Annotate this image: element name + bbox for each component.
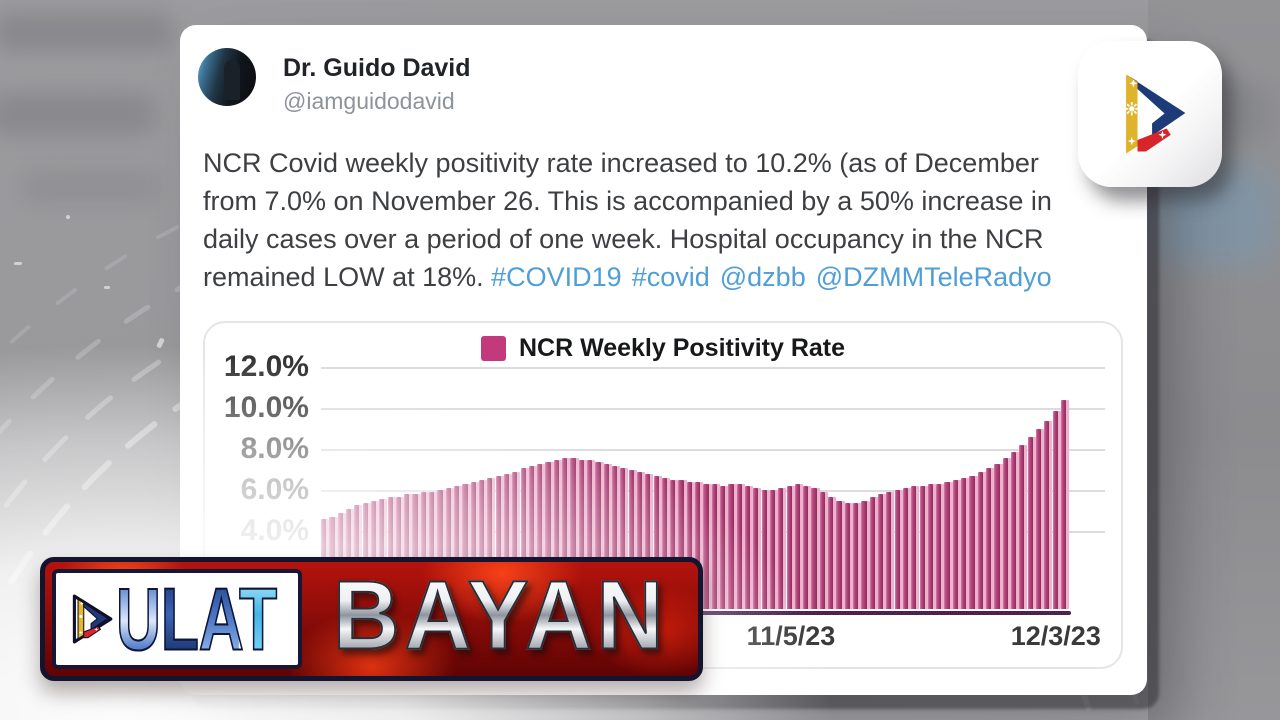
bar bbox=[994, 463, 1000, 609]
bar bbox=[911, 486, 917, 609]
y-tick-label: 8.0% bbox=[240, 432, 309, 465]
bar bbox=[986, 467, 992, 609]
ptv-logo-small bbox=[72, 594, 113, 644]
bar bbox=[828, 496, 834, 609]
bar bbox=[902, 488, 909, 609]
bar bbox=[927, 484, 933, 609]
bar bbox=[711, 484, 717, 609]
show-title-letter: T bbox=[238, 569, 278, 669]
bar bbox=[952, 480, 958, 609]
ulat-bayan-banner: ULAT BAYAN bbox=[40, 557, 703, 681]
bar bbox=[944, 482, 950, 609]
bar bbox=[886, 492, 892, 609]
bar bbox=[861, 500, 867, 609]
ptv-logo-icon bbox=[1125, 74, 1186, 154]
y-tick-label: 10.0% bbox=[223, 391, 309, 424]
tweet-links: #COVID19 #covid @dzbb @DZMMTeleRadyo bbox=[491, 262, 1062, 292]
tweet-link[interactable]: @dzbb bbox=[719, 262, 806, 292]
bar bbox=[728, 484, 734, 609]
tweet-text-line: remained LOW at 18%. #COVID19 #covid @dzbb… bbox=[203, 258, 1147, 296]
tweet-text: NCR Covid weekly positivity rate increas… bbox=[203, 144, 1147, 296]
bar bbox=[1010, 451, 1017, 609]
bar bbox=[1019, 445, 1025, 609]
bar bbox=[969, 476, 975, 609]
bar bbox=[744, 486, 751, 609]
show-title-letter: A bbox=[198, 569, 240, 669]
tweet-text-line: NCR Covid weekly positivity rate increas… bbox=[203, 148, 1039, 178]
bar bbox=[753, 488, 759, 609]
bar bbox=[977, 472, 983, 609]
bar bbox=[853, 502, 859, 609]
bar bbox=[703, 484, 709, 609]
x-tick-label: 12/3/23 bbox=[1010, 621, 1101, 651]
tweet-link[interactable]: #COVID19 bbox=[491, 262, 622, 292]
bar bbox=[877, 494, 884, 609]
show-title-letter: L bbox=[160, 569, 199, 669]
bar bbox=[794, 484, 800, 609]
tweet-link[interactable]: @DZMMTeleRadyo bbox=[815, 262, 1052, 292]
ptv-channel-logo bbox=[1078, 41, 1222, 187]
bar bbox=[836, 500, 842, 609]
tweet-link[interactable]: #covid bbox=[631, 262, 710, 292]
banner-left-panel: ULAT bbox=[52, 569, 302, 669]
bar bbox=[844, 502, 850, 609]
bar bbox=[761, 490, 767, 609]
bar bbox=[769, 490, 776, 609]
tweet-text-line: from 7.0% on November 26. This is accomp… bbox=[203, 186, 1052, 216]
y-tick-label: 6.0% bbox=[240, 473, 309, 506]
bar bbox=[1044, 420, 1050, 609]
bar bbox=[819, 492, 825, 609]
tweet-text-line: daily cases over a period of one week. H… bbox=[203, 224, 1044, 254]
show-title-letter: U bbox=[115, 569, 161, 669]
y-tick-label: 12.0% bbox=[223, 350, 309, 383]
bar bbox=[1052, 410, 1058, 609]
bar bbox=[811, 488, 817, 609]
show-title-right: BAYAN bbox=[311, 565, 690, 665]
avatar[interactable] bbox=[198, 48, 256, 106]
bar bbox=[1027, 437, 1033, 609]
tweet-text-prefix: remained LOW at 18%. bbox=[203, 262, 492, 292]
bar bbox=[786, 486, 792, 609]
tweet-author-handle: @iamguidodavid bbox=[283, 88, 455, 114]
bar bbox=[894, 490, 900, 609]
bar bbox=[1035, 429, 1042, 609]
show-title-left: ULAT bbox=[115, 574, 278, 664]
bar bbox=[936, 484, 942, 609]
bar bbox=[720, 486, 726, 609]
bar bbox=[1002, 457, 1008, 609]
tweet-author-name: Dr. Guido David bbox=[283, 54, 471, 82]
y-tick-label: 4.0% bbox=[240, 514, 309, 547]
bar bbox=[869, 496, 875, 609]
bar bbox=[961, 478, 967, 609]
bar bbox=[919, 486, 925, 609]
bar bbox=[778, 488, 784, 609]
bar bbox=[1060, 400, 1066, 609]
bar bbox=[803, 486, 809, 609]
x-tick-label: 11/5/23 bbox=[746, 621, 836, 651]
bar bbox=[736, 484, 742, 609]
